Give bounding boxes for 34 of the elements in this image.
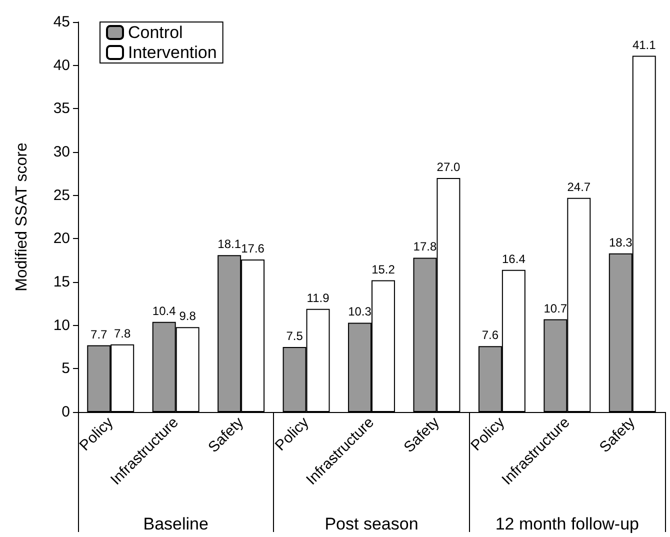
data-label: 10.7 [544,301,568,316]
y-tick-label: 40 [53,56,70,74]
y-tick-label: 25 [53,186,70,204]
y-tick-label: 0 [62,404,70,420]
data-label: 11.9 [306,290,330,305]
data-label: 15.2 [372,262,396,276]
data-label: 10.3 [348,304,372,319]
y-tick-label: 15 [53,274,70,290]
data-label: 7.5 [286,329,304,343]
data-label: 7.7 [90,327,108,342]
y-axis-title: Modified SSAT score [14,142,30,292]
data-label: 41.1 [632,38,656,52]
legend-label: Control [128,23,183,42]
text: Post season [324,514,418,534]
y-tick-label: 20 [53,230,70,248]
data-label: 24.7 [567,180,591,194]
y-tick-label: 5 [62,360,70,378]
data-label: 7.8 [114,326,132,340]
text: Baseline [143,514,208,534]
text: 12 month follow-up [495,514,639,534]
data-label: 9.8 [179,309,196,324]
data-label: 16.4 [502,252,526,266]
y-tick-label: 35 [53,100,70,118]
data-label: 10.4 [152,304,176,318]
data-label: 18.3 [608,235,633,250]
data-label: 17.6 [241,241,265,256]
y-tick-label: 10 [53,316,70,334]
data-label: 7.6 [482,328,499,342]
y-tick-label: 45 [53,14,70,30]
data-label: 18.1 [218,237,242,252]
data-label: 17.8 [413,240,437,254]
y-tick-label: 30 [53,144,70,160]
data-label: 27.0 [436,160,460,174]
legend-label: Intervention [128,43,217,62]
